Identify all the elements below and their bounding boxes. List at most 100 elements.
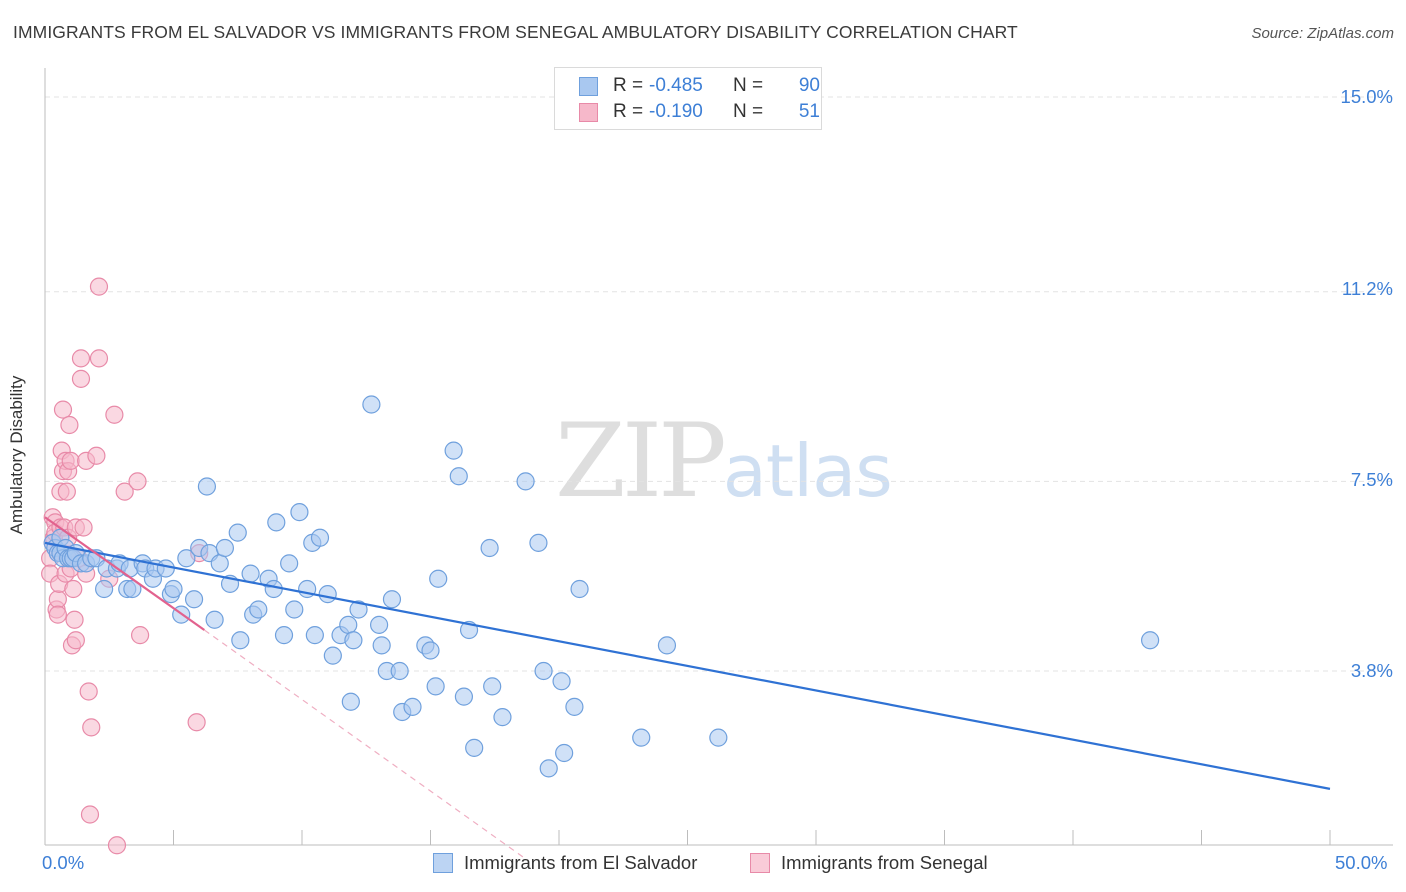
x-min-label: 0.0% xyxy=(42,852,85,873)
senegal-point xyxy=(74,518,93,537)
el-salvador-point xyxy=(493,708,512,727)
senegal-point xyxy=(130,626,150,645)
legend-label-senegal: Immigrants from Senegal xyxy=(781,852,988,873)
el-salvador-point xyxy=(657,636,677,655)
el-salvador-point xyxy=(565,697,584,716)
trend-lines xyxy=(44,516,1331,862)
senegal-point xyxy=(64,579,83,599)
el-salvador-point xyxy=(570,579,589,599)
el-salvador-point xyxy=(290,503,309,522)
el-salvador-point xyxy=(274,626,294,645)
el-salvador-point xyxy=(421,641,440,660)
el-salvador-point xyxy=(184,590,204,609)
senegal-point xyxy=(66,631,85,650)
el-salvador-point xyxy=(267,513,286,532)
senegal-point xyxy=(107,836,127,855)
senegal-point xyxy=(60,415,79,435)
el-salvador-point xyxy=(449,467,468,486)
el-salvador-point xyxy=(483,677,502,696)
el-salvador-point xyxy=(465,738,484,757)
el-salvador-point xyxy=(305,626,324,645)
chart-title: IMMIGRANTS FROM EL SALVADOR VS IMMIGRANT… xyxy=(13,22,1018,42)
el-salvador-point xyxy=(215,538,234,558)
senegal-point xyxy=(79,682,98,701)
el-salvador-point xyxy=(339,615,358,634)
el-salvador-point xyxy=(403,697,422,716)
el-salvador-point xyxy=(95,579,114,599)
senegal-point xyxy=(89,349,109,368)
el-salvador-swatch xyxy=(579,77,598,96)
senegal-point xyxy=(48,590,67,609)
y-tick-label-3-8: 3.8% xyxy=(1350,660,1393,681)
el-salvador-point xyxy=(516,472,535,491)
el-salvador-point xyxy=(444,441,463,460)
el-salvador-point xyxy=(372,636,391,655)
el-salvador-point xyxy=(539,759,558,778)
el-salvador-point xyxy=(480,538,499,558)
legend-swatch-el-salvador xyxy=(433,853,453,873)
senegal-point xyxy=(89,277,109,296)
el-salvador-points xyxy=(43,395,1160,778)
el-salvador-trend-line xyxy=(44,541,1331,790)
el-salvador-point xyxy=(341,692,360,711)
el-salvador-point xyxy=(197,477,217,496)
senegal-point xyxy=(48,605,67,624)
el-salvador-point xyxy=(1140,631,1160,650)
el-salvador-point xyxy=(285,600,304,619)
el-salvador-point xyxy=(426,677,445,696)
senegal-point xyxy=(105,405,124,424)
legend-label-el-salvador: Immigrants from El Salvador xyxy=(464,852,698,873)
el-salvador-point xyxy=(241,564,260,583)
el-salvador-point xyxy=(362,395,381,414)
el-salvador-point xyxy=(390,661,409,681)
source-credit: Source: ZipAtlas.com xyxy=(1251,25,1394,42)
r-value: -0.485 xyxy=(649,75,703,96)
el-salvador-point xyxy=(318,585,337,604)
legend-swatch-senegal xyxy=(750,853,770,873)
senegal-point xyxy=(71,349,91,368)
senegal-point xyxy=(65,610,84,629)
el-salvador-point xyxy=(123,579,142,599)
senegal-point xyxy=(87,446,106,465)
y-tick-label-7-5: 7.5% xyxy=(1350,469,1393,490)
senegal-point xyxy=(115,482,134,501)
el-salvador-point xyxy=(344,631,363,650)
el-salvador-point xyxy=(370,615,389,634)
y-tick-label-11-2: 11.2% xyxy=(1341,278,1393,299)
r-value: -0.190 xyxy=(649,101,703,122)
el-salvador-point xyxy=(205,610,224,629)
r-label: R = xyxy=(613,101,644,122)
el-salvador-point xyxy=(228,523,247,542)
el-salvador-point xyxy=(709,728,728,747)
el-salvador-point xyxy=(534,661,553,681)
el-salvador-point xyxy=(210,554,229,573)
senegal-point xyxy=(61,451,80,470)
grid-lines xyxy=(45,96,1393,672)
senegal-trend-extension xyxy=(203,629,529,862)
el-salvador-point xyxy=(264,579,283,599)
n-value: 51 xyxy=(798,101,820,122)
senegal-point xyxy=(71,369,91,388)
senegal-trend-line xyxy=(44,516,205,631)
el-salvador-point xyxy=(280,554,299,573)
y-tick-label-15: 15.0% xyxy=(1340,86,1393,107)
el-salvador-point xyxy=(323,646,342,665)
el-salvador-point xyxy=(555,743,574,763)
el-salvador-point xyxy=(156,559,175,578)
senegal-point xyxy=(80,805,100,824)
senegal-swatch xyxy=(579,103,598,122)
el-salvador-point xyxy=(529,533,548,552)
el-salvador-point xyxy=(429,569,448,588)
x-max-label: 50.0% xyxy=(1335,852,1388,873)
el-salvador-point xyxy=(632,728,651,747)
senegal-point xyxy=(128,472,147,491)
n-label: N = xyxy=(733,101,764,122)
el-salvador-point xyxy=(310,528,330,547)
el-salvador-point xyxy=(249,600,268,619)
el-salvador-point xyxy=(382,590,402,609)
el-salvador-point xyxy=(349,600,368,619)
watermark-atlas: atlas xyxy=(722,429,893,513)
senegal-point xyxy=(187,713,206,732)
el-salvador-point xyxy=(231,631,250,650)
